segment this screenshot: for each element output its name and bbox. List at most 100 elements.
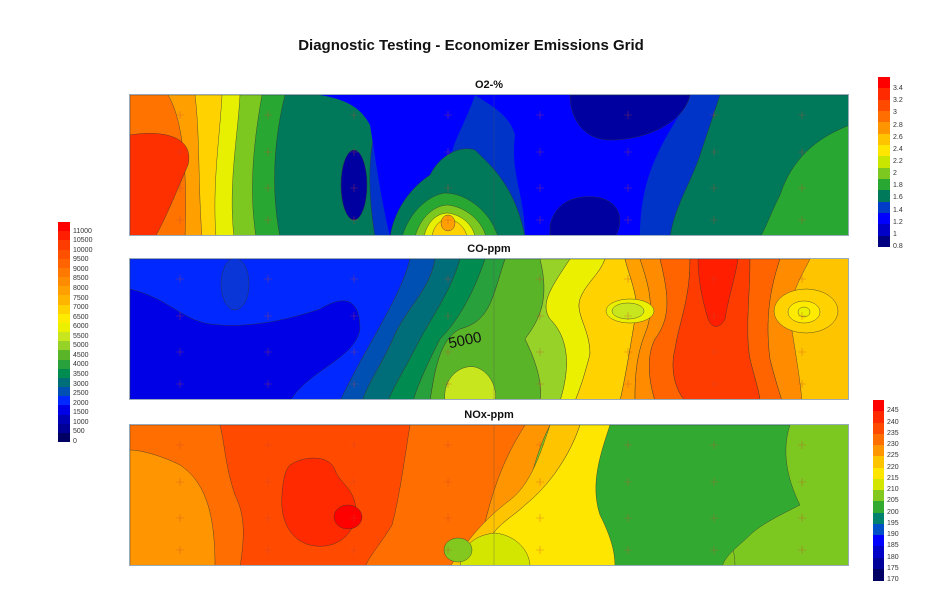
colorbar-tick-label: 235: [887, 429, 899, 437]
colorbar-segment: [873, 523, 884, 536]
colorbar-tick-label: 190: [887, 531, 899, 538]
colorbar-segment: [878, 167, 890, 180]
colorbar-segment: [58, 341, 70, 351]
colorbar-segment: [58, 387, 70, 397]
co-colorbar: 11000 10500 10000 9500 9000 8500 8000 7500 7000 6…: [58, 222, 92, 445]
colorbar-tick-label: 6000: [73, 323, 89, 331]
colorbar-tick-label: 7000: [73, 304, 89, 312]
colorbar-tick-label: 3500: [73, 371, 89, 379]
colorbar-segment: [873, 546, 884, 558]
colorbar-segment: [873, 433, 884, 446]
colorbar-tick-label: 1.6: [893, 194, 903, 202]
co-sample-markers: [176, 275, 806, 388]
colorbar-tick-label: 1.4: [893, 206, 903, 214]
nox-sample-markers: [176, 441, 806, 554]
colorbar-segment: [873, 467, 884, 480]
colorbar-segment: [58, 295, 70, 305]
colorbar-tick-label: 1000: [73, 418, 89, 426]
colorbar-segment: [878, 190, 890, 203]
colorbar-tick-label: 8500: [73, 275, 89, 283]
colorbar-tick-label: 2500: [73, 390, 89, 398]
colorbar-segment: [878, 88, 890, 101]
co-plot-title: CO-ppm: [467, 243, 511, 255]
colorbar-tick-label: 4000: [73, 361, 89, 369]
colorbar-segment: [878, 235, 890, 248]
o2-contour-plot: [129, 94, 849, 236]
colorbar-segment: [873, 400, 884, 412]
colorbar-segment: [58, 267, 70, 278]
colorbar-tick-label: 175: [887, 564, 899, 572]
colorbar-segment: [58, 249, 70, 260]
colorbar-tick-label: 2.4: [893, 145, 903, 153]
colorbar-tick-label: 0: [73, 438, 77, 445]
colorbar-tick-label: 185: [887, 542, 899, 550]
colorbar-tick-label: 2.2: [893, 158, 903, 165]
colorbar-segment: [878, 179, 890, 191]
colorbar-segment: [878, 133, 890, 146]
colorbar-tick-label: 200: [887, 508, 899, 516]
colorbar-segment: [878, 145, 890, 157]
colorbar-segment: [58, 368, 70, 379]
nox-colorbar: 245 240 235 230 225 220 215 210 205 200 195 190 185 1…: [873, 400, 899, 583]
colorbar-segment: [878, 77, 890, 89]
colorbar-tick-label: 9000: [73, 265, 89, 273]
colorbar-tick-label: 3000: [73, 380, 89, 388]
colorbar-segment: [878, 99, 890, 112]
co-contour-plot: 5000: [129, 258, 849, 400]
colorbar-tick-label: 5000: [73, 342, 89, 350]
colorbar-segment: [58, 405, 70, 415]
colorbar-segment: [58, 258, 70, 269]
colorbar-segment: [58, 222, 70, 232]
colorbar-tick-label: 225: [887, 452, 899, 460]
o2-colorbar: 3.4 3.2 3 2.8 2.6 2.4 2.2 2 1.8 1.6 1.4 1.2 1 0.8: [878, 77, 903, 250]
colorbar-tick-label: 6500: [73, 313, 89, 321]
co-contour-svg: 5000: [130, 259, 848, 399]
co-contour-label: 5000: [447, 329, 483, 353]
colorbar-segment: [878, 122, 890, 135]
colorbar-segment: [878, 111, 890, 123]
colorbar-tick-label: 0.8: [893, 243, 903, 250]
colorbar-segment: [873, 557, 884, 570]
colorbar-tick-label: 1.2: [893, 218, 903, 226]
colorbar-tick-label: 3.4: [893, 85, 903, 93]
colorbar-segment: [58, 377, 70, 388]
colorbar-segment: [58, 359, 70, 370]
colorbar-segment: [58, 432, 70, 443]
colorbar-tick-label: 2.8: [893, 121, 903, 129]
colorbar-tick-label: 205: [887, 497, 899, 505]
colorbar-tick-label: 245: [887, 407, 899, 415]
colorbar-segment: [873, 501, 884, 513]
colorbar-segment: [58, 304, 70, 315]
colorbar-tick-label: 10000: [73, 246, 93, 254]
colorbar-segment: [873, 512, 884, 525]
colorbar-segment: [58, 286, 70, 296]
colorbar-segment: [878, 201, 890, 214]
colorbar-segment: [873, 478, 884, 491]
colorbar-segment: [58, 322, 70, 333]
o2-sample-markers: [176, 111, 806, 224]
colorbar-tick-label: 2.6: [893, 133, 903, 141]
colorbar-segment: [58, 350, 70, 360]
colorbar-tick-label: 1: [893, 230, 897, 238]
colorbar-segment: [873, 445, 884, 457]
colorbar-segment: [873, 411, 884, 423]
colorbar-segment: [58, 332, 70, 342]
colorbar-tick-label: 2000: [73, 399, 89, 407]
colorbar-segment: [878, 156, 890, 169]
colorbar-segment: [878, 224, 890, 237]
colorbar-tick-label: 3.2: [893, 97, 903, 105]
colorbar-tick-label: 5500: [73, 332, 89, 340]
colorbar-tick-label: 11000: [73, 227, 92, 235]
chart-title: Diagnostic Testing - Economizer Emission…: [298, 37, 644, 54]
colorbar-tick-label: 8000: [73, 284, 89, 292]
colorbar-tick-label: 2: [893, 170, 897, 178]
colorbar-segment: [58, 231, 70, 241]
o2-plot-title: O2-%: [474, 79, 504, 91]
colorbar-segment: [878, 213, 890, 225]
colorbar-segment: [873, 535, 884, 547]
colorbar-tick-label: 9500: [73, 256, 89, 264]
colorbar-tick-label: 4500: [73, 351, 89, 359]
colorbar-tick-label: 240: [887, 418, 899, 426]
colorbar-tick-label: 1.8: [893, 182, 903, 190]
colorbar-segment: [58, 277, 70, 287]
